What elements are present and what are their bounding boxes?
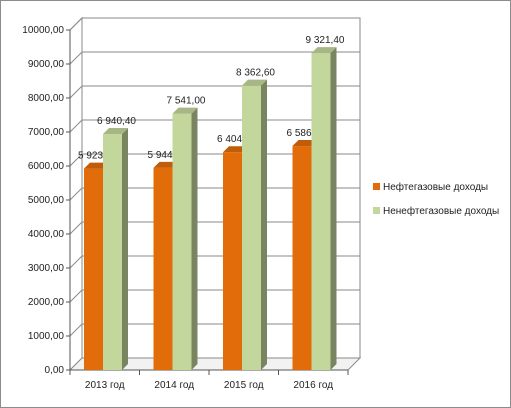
gridline <box>69 221 360 235</box>
data-label: 9 321,40 <box>306 35 345 46</box>
legend-label: Нефтегазовые доходы <box>383 181 488 193</box>
gridline <box>69 255 360 269</box>
legend-label: Ненефтегазовые доходы <box>383 205 499 217</box>
gridline <box>69 323 360 337</box>
bar <box>84 168 103 370</box>
data-label: 6 940,40 <box>97 116 136 127</box>
gridline <box>69 85 360 99</box>
bar <box>311 53 331 371</box>
data-label: 5 923,50 <box>78 151 117 162</box>
gridline <box>69 289 360 303</box>
x-tick-label: 2016 год <box>293 380 333 391</box>
bar-top <box>153 161 179 168</box>
bar <box>153 167 173 370</box>
data-label: 6 586,70 <box>287 128 326 139</box>
x-tick-label: 2013 год <box>85 380 125 391</box>
bar <box>172 113 192 370</box>
data-label: 5 944,50 <box>148 150 187 161</box>
bar <box>223 152 242 370</box>
gridline <box>69 51 360 65</box>
y-tick-label: 3000,00 <box>28 263 65 274</box>
data-label: 6 404,90 <box>217 134 256 145</box>
gridline <box>69 17 360 31</box>
bar-top <box>292 140 318 147</box>
bar-side <box>261 79 267 370</box>
bar-side <box>330 47 337 371</box>
bar-top <box>103 128 128 135</box>
y-tick-label: 9000,00 <box>28 59 65 70</box>
y-tick-label: 5000,00 <box>28 195 65 206</box>
y-tick-label: 7000,00 <box>28 127 65 138</box>
bar <box>242 85 261 370</box>
y-tick-label: 10000,00 <box>22 25 64 36</box>
gridline <box>69 187 360 201</box>
y-tick-label: 4000,00 <box>28 229 65 240</box>
legend-swatch <box>373 207 380 214</box>
gridline <box>69 119 360 133</box>
y-tick-label: 6000,00 <box>28 161 65 172</box>
bar-top <box>84 162 109 169</box>
bar-top <box>311 47 337 54</box>
x-tick-label: 2014 год <box>154 380 194 391</box>
bar-top <box>172 107 198 114</box>
legend-swatch <box>373 183 380 190</box>
y-tick-label: 2000,00 <box>28 297 65 308</box>
bar-side <box>191 107 198 370</box>
bar <box>103 134 122 370</box>
x-tick-label: 2015 год <box>224 380 264 391</box>
bar-side <box>122 128 128 370</box>
gridline <box>69 153 360 167</box>
bar-top <box>242 79 267 86</box>
y-tick-label: 8000,00 <box>28 93 65 104</box>
y-tick-label: 1000,00 <box>28 331 65 342</box>
bar <box>292 146 312 370</box>
bar-top <box>223 146 248 153</box>
data-label: 8 362,60 <box>236 68 275 79</box>
y-tick-label: 0,00 <box>45 365 65 376</box>
data-label: 7 541,00 <box>167 96 206 107</box>
